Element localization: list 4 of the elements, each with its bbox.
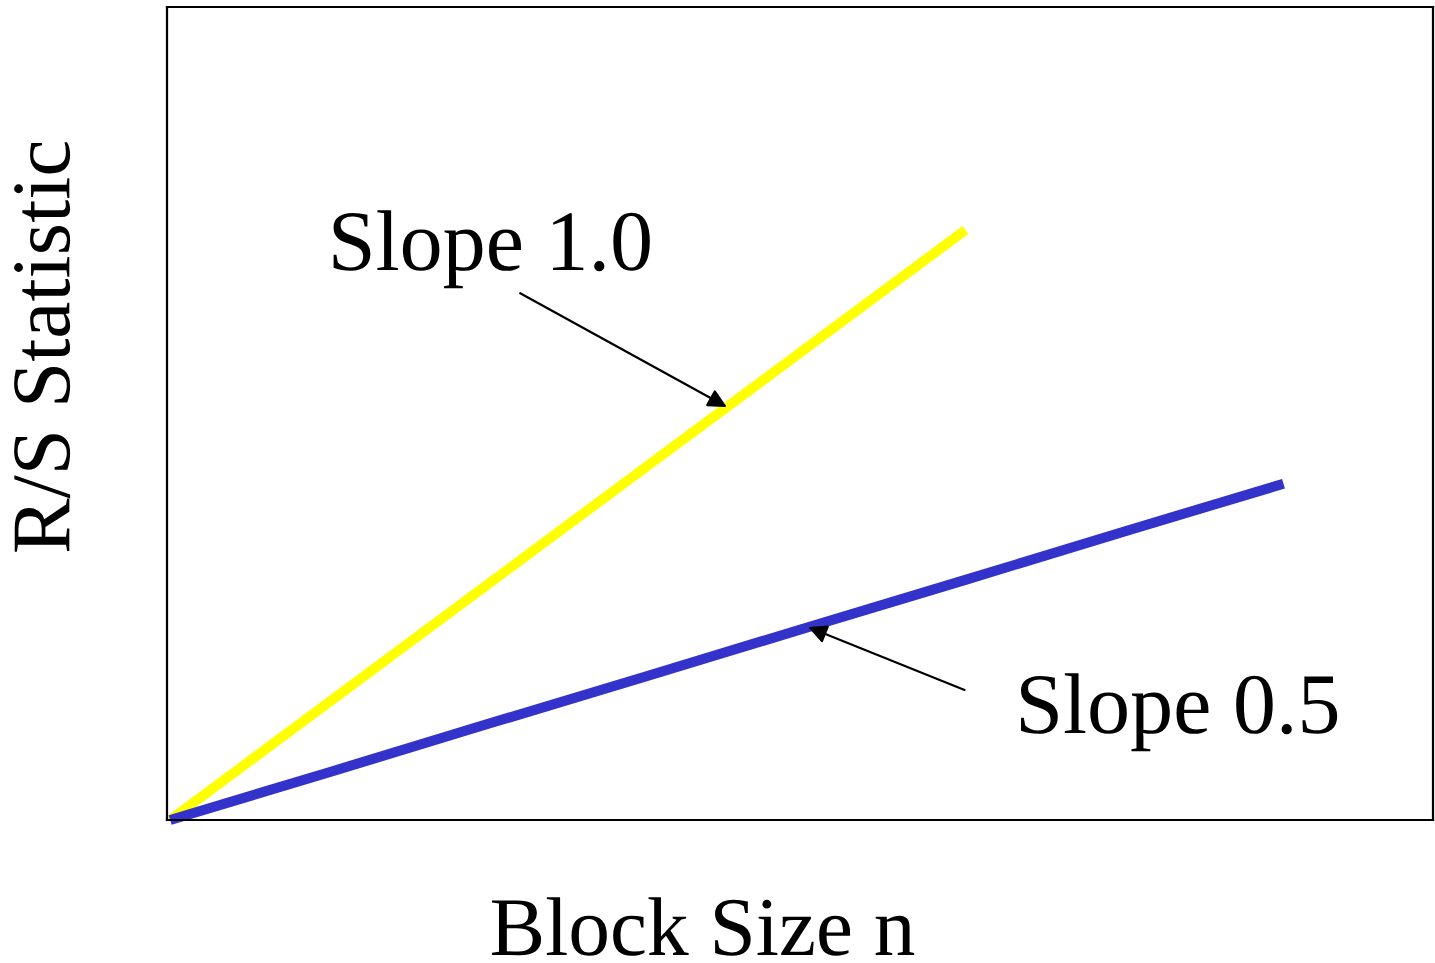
annotation: Slope 1.0 [333,210,650,289]
annotation: Slope 0.5 [1020,673,1338,752]
x-axis-title: Block Size n [491,897,915,956]
y-axis-title: R/S Statistic [14,142,71,552]
